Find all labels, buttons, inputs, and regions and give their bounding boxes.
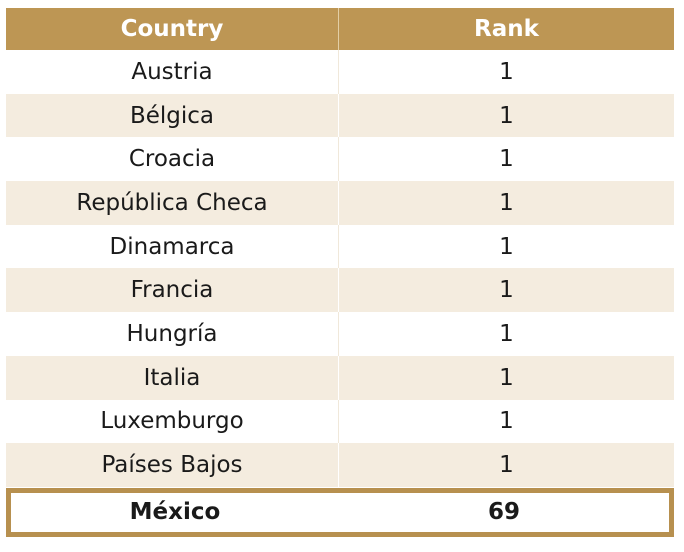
table-row: Francia 1: [6, 268, 674, 313]
highlighted-row: México 69: [6, 487, 674, 537]
table-row: Austria 1: [6, 50, 674, 94]
rank-cell: 1: [499, 364, 514, 391]
rank-cell: 1: [499, 189, 514, 216]
country-cell: Francia: [6, 268, 339, 313]
rank-cell: 1: [499, 452, 514, 479]
column-header-country: Country: [6, 8, 339, 50]
table-row: Dinamarca 1: [6, 224, 674, 269]
rank-cell: 1: [499, 408, 514, 435]
country-cell: Dinamarca: [6, 224, 339, 269]
table-row: Italia 1: [6, 355, 674, 400]
rank-cell: 1: [499, 277, 514, 304]
country-cell: Luxemburgo: [6, 399, 339, 444]
table-row: Hungría 1: [6, 312, 674, 356]
ranking-table: Country Rank Austria 1 Bélgica 1 Croacia…: [6, 8, 674, 537]
country-cell: Austria: [6, 50, 339, 94]
rank-cell: 1: [499, 102, 514, 129]
country-cell: Italia: [6, 355, 339, 400]
rank-cell: 1: [499, 233, 514, 260]
table-row: Croacia 1: [6, 137, 674, 182]
country-cell: Países Bajos: [6, 443, 339, 487]
rank-cell: 1: [499, 58, 514, 85]
table-row: Luxemburgo 1: [6, 399, 674, 444]
country-cell: República Checa: [6, 181, 339, 225]
rank-cell: 1: [499, 320, 514, 347]
highlighted-country-cell: México: [129, 499, 221, 526]
highlighted-rank-cell: 69: [487, 499, 520, 526]
country-cell: Bélgica: [6, 93, 339, 138]
country-cell: Hungría: [6, 312, 339, 356]
column-header-rank: Rank: [474, 16, 539, 42]
table-row: Países Bajos 1: [6, 443, 674, 487]
table-row: Bélgica 1: [6, 93, 674, 138]
table-header-row: Country Rank: [6, 8, 674, 50]
country-cell: Croacia: [6, 137, 339, 182]
rank-cell: 1: [499, 146, 514, 173]
table-row: República Checa 1: [6, 181, 674, 225]
